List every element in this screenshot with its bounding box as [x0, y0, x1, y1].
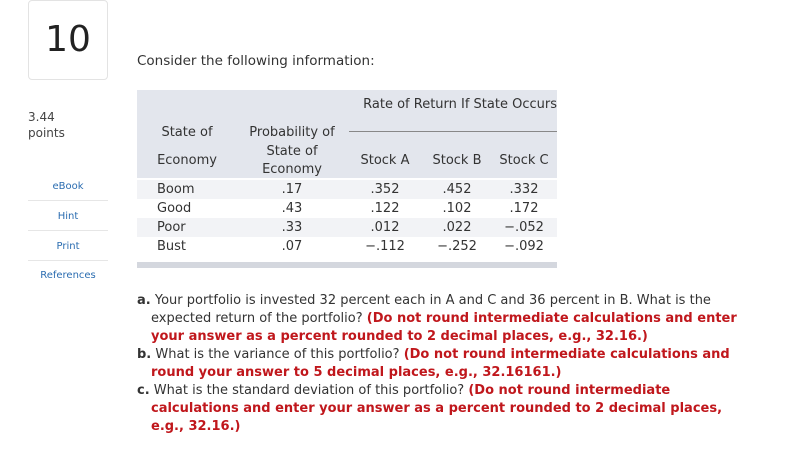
header-cell: Stock A: [360, 153, 410, 168]
table-cell: −.252: [437, 239, 477, 254]
table-row: Boom .17 .352 .452 .332: [137, 180, 557, 199]
table-row: Poor .33 .012 .022 −.052: [137, 218, 557, 237]
table-row: Bust .07 −.112 −.252 −.092: [137, 237, 557, 256]
question-text: What is the standard deviation of this p…: [153, 383, 465, 398]
question-number: 10: [28, 0, 108, 80]
table-cell: .102: [442, 201, 472, 216]
question-text: Your portfolio is invested 32 percent ea…: [151, 293, 711, 326]
header-cell: Stock B: [432, 153, 482, 168]
table-cell: .332: [509, 182, 539, 197]
table-cell: .33: [281, 220, 303, 235]
table-cell: .352: [370, 182, 400, 197]
table-cell: .022: [442, 220, 472, 235]
header-cell: Economy: [262, 162, 322, 177]
question: a. Your portfolio is invested 32 percent…: [137, 292, 757, 346]
table-cell: .122: [370, 201, 400, 216]
header-cell: State of: [161, 125, 213, 140]
question-letter: c.: [137, 383, 150, 398]
table-cell: −.112: [365, 239, 405, 254]
table-cell: .43: [281, 201, 303, 216]
question: b. What is the variance of this portfoli…: [137, 346, 757, 382]
question: c. What is the standard deviation of thi…: [137, 382, 757, 436]
questions: a. Your portfolio is invested 32 percent…: [137, 292, 757, 436]
group-header: Rate of Return If State Occurs: [363, 97, 557, 112]
question-text: What is the variance of this portfolio?: [155, 347, 400, 362]
table-cell: .17: [281, 182, 303, 197]
references-button[interactable]: References: [40, 270, 96, 281]
question-instruction: (Do not round intermediate calculations …: [151, 347, 730, 380]
table-cell: .172: [509, 201, 539, 216]
table-cell: .07: [281, 239, 303, 254]
group-rule: [349, 131, 557, 132]
header-cell: Stock C: [499, 153, 549, 168]
table: Rate of Return If State Occurs State of …: [137, 90, 557, 268]
header-cell: Probability of: [249, 125, 335, 140]
ebook-button[interactable]: eBook: [28, 173, 108, 201]
hint-button[interactable]: Hint: [28, 203, 108, 231]
table-cell: Good: [157, 201, 192, 216]
header-cell: State of: [266, 144, 318, 159]
table-cell: .452: [442, 182, 472, 197]
print-button[interactable]: Print: [28, 233, 108, 261]
table-row: Good .43 .122 .102 .172: [137, 199, 557, 218]
question-letter: a.: [137, 293, 151, 308]
table-cell: Poor: [157, 220, 186, 235]
question-instruction: (Do not round intermediate calculations …: [151, 311, 737, 344]
question-letter: b.: [137, 347, 152, 362]
points-label: points: [28, 126, 65, 140]
table-cell: Bust: [157, 239, 187, 254]
table-cell: −.092: [504, 239, 544, 254]
points-value: 3.44: [28, 110, 55, 124]
question-instruction: (Do not round intermediate calculations …: [151, 383, 723, 434]
table-cell: Boom: [157, 182, 195, 197]
table-cell: −.052: [504, 220, 544, 235]
table-footer: [137, 262, 557, 268]
table-header: Rate of Return If State Occurs State of …: [137, 90, 557, 178]
table-cell: .012: [370, 220, 400, 235]
header-cell: Economy: [157, 153, 217, 168]
intro: Consider the following information:: [137, 53, 375, 69]
